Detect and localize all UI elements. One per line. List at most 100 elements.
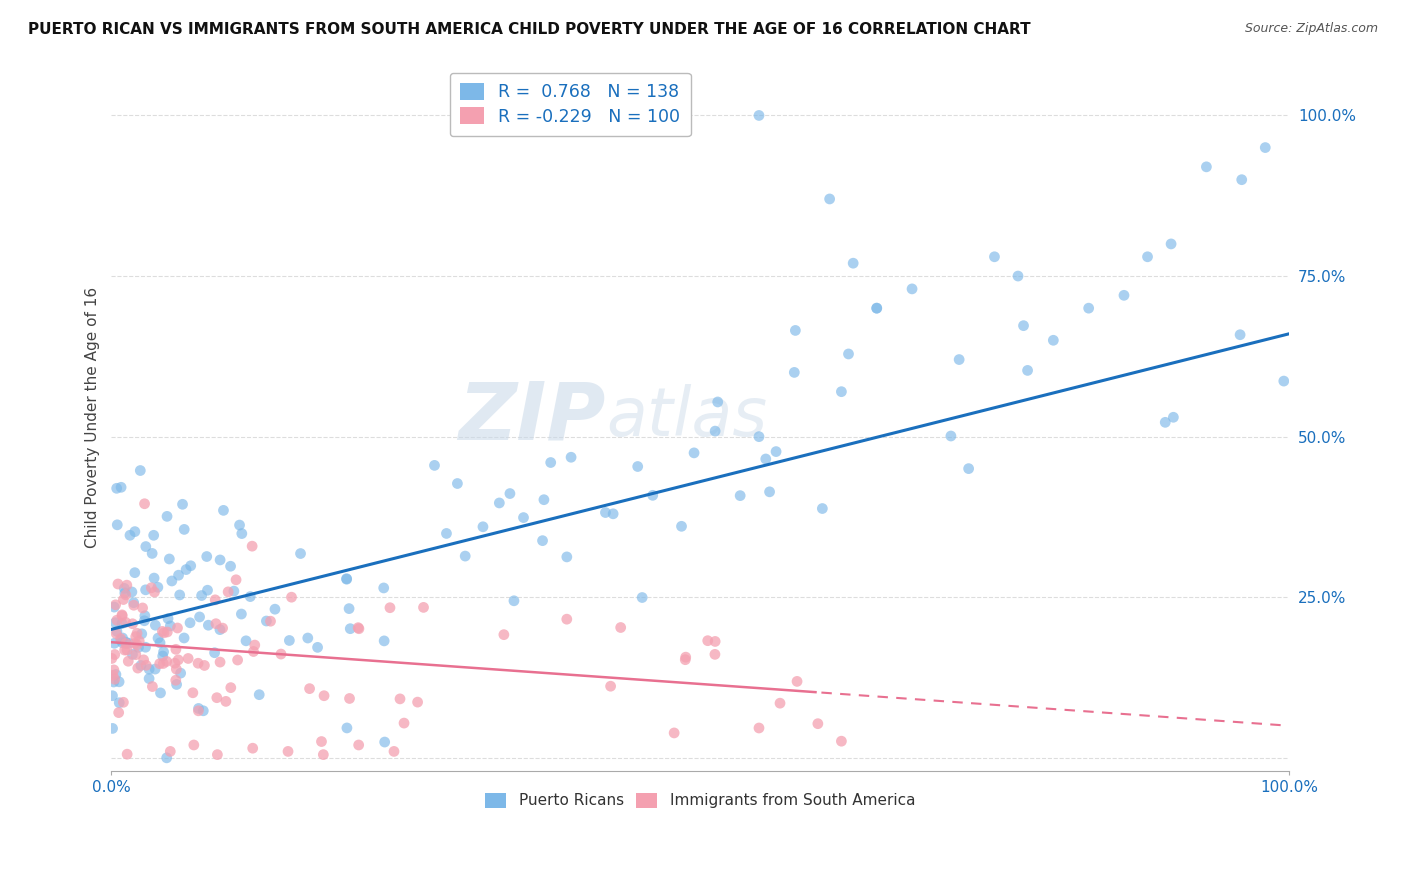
Point [602,507,624,521]
Point [406,695,429,709]
Point [1272,374,1295,388]
Point [114,643,136,657]
Point [207,747,229,762]
Point [503,594,526,608]
Point [149,657,172,671]
Point [152,624,174,639]
Point [373,633,395,648]
Point [211,621,233,635]
Point [105,626,128,640]
Point [696,633,718,648]
Point [163,657,186,671]
Point [259,614,281,628]
Point [1077,301,1099,315]
Point [179,615,201,630]
Point [298,681,321,696]
Point [101,689,124,703]
Point [193,658,215,673]
Point [124,636,146,650]
Point [1160,236,1182,251]
Point [671,519,693,533]
Point [866,301,889,315]
Point [336,721,359,735]
Point [205,616,228,631]
Point [748,430,770,444]
Point [160,574,183,588]
Point [138,672,160,686]
Point [683,446,706,460]
Point [204,646,226,660]
Point [129,464,152,478]
Point [122,596,145,610]
Point [169,588,191,602]
Point [165,662,187,676]
Point [105,613,128,627]
Point [1163,410,1185,425]
Point [786,674,808,689]
Point [112,582,135,596]
Point [125,648,148,662]
Point [204,592,226,607]
Point [842,256,865,270]
Point [143,585,166,599]
Point [118,528,141,542]
Point [755,452,778,467]
Point [149,636,172,650]
Point [337,601,360,615]
Point [595,506,617,520]
Point [172,497,194,511]
Point [277,744,299,758]
Point [208,623,231,637]
Point [531,533,554,548]
Point [235,633,257,648]
Point [1254,140,1277,154]
Point [1012,318,1035,333]
Point [243,638,266,652]
Point [115,636,138,650]
Point [108,674,131,689]
Point [748,108,770,122]
Text: atlas: atlas [606,384,768,450]
Point [382,744,405,758]
Point [169,666,191,681]
Point [533,492,555,507]
Point [104,667,127,681]
Point [111,631,134,645]
Point [188,610,211,624]
Point [112,592,135,607]
Point [436,526,458,541]
Point [121,648,143,662]
Point [128,640,150,655]
Point [373,581,395,595]
Point [152,648,174,663]
Point [143,662,166,676]
Point [948,352,970,367]
Point [115,643,138,657]
Point [555,549,578,564]
Point [115,747,138,762]
Point [1042,333,1064,347]
Point [143,618,166,632]
Point [1007,268,1029,283]
Point [159,744,181,758]
Point [111,607,134,622]
Point [212,503,235,517]
Point [290,547,312,561]
Point [105,517,128,532]
Point [231,526,253,541]
Point [783,365,806,379]
Point [339,691,361,706]
Point [347,622,370,636]
Point [1112,288,1135,302]
Point [197,583,219,598]
Point [167,568,190,582]
Point [209,655,232,669]
Point [121,585,143,599]
Point [217,585,239,599]
Point [111,635,134,649]
Point [115,578,138,592]
Point [499,486,522,500]
Point [156,625,179,640]
Point [166,677,188,691]
Point [454,549,477,563]
